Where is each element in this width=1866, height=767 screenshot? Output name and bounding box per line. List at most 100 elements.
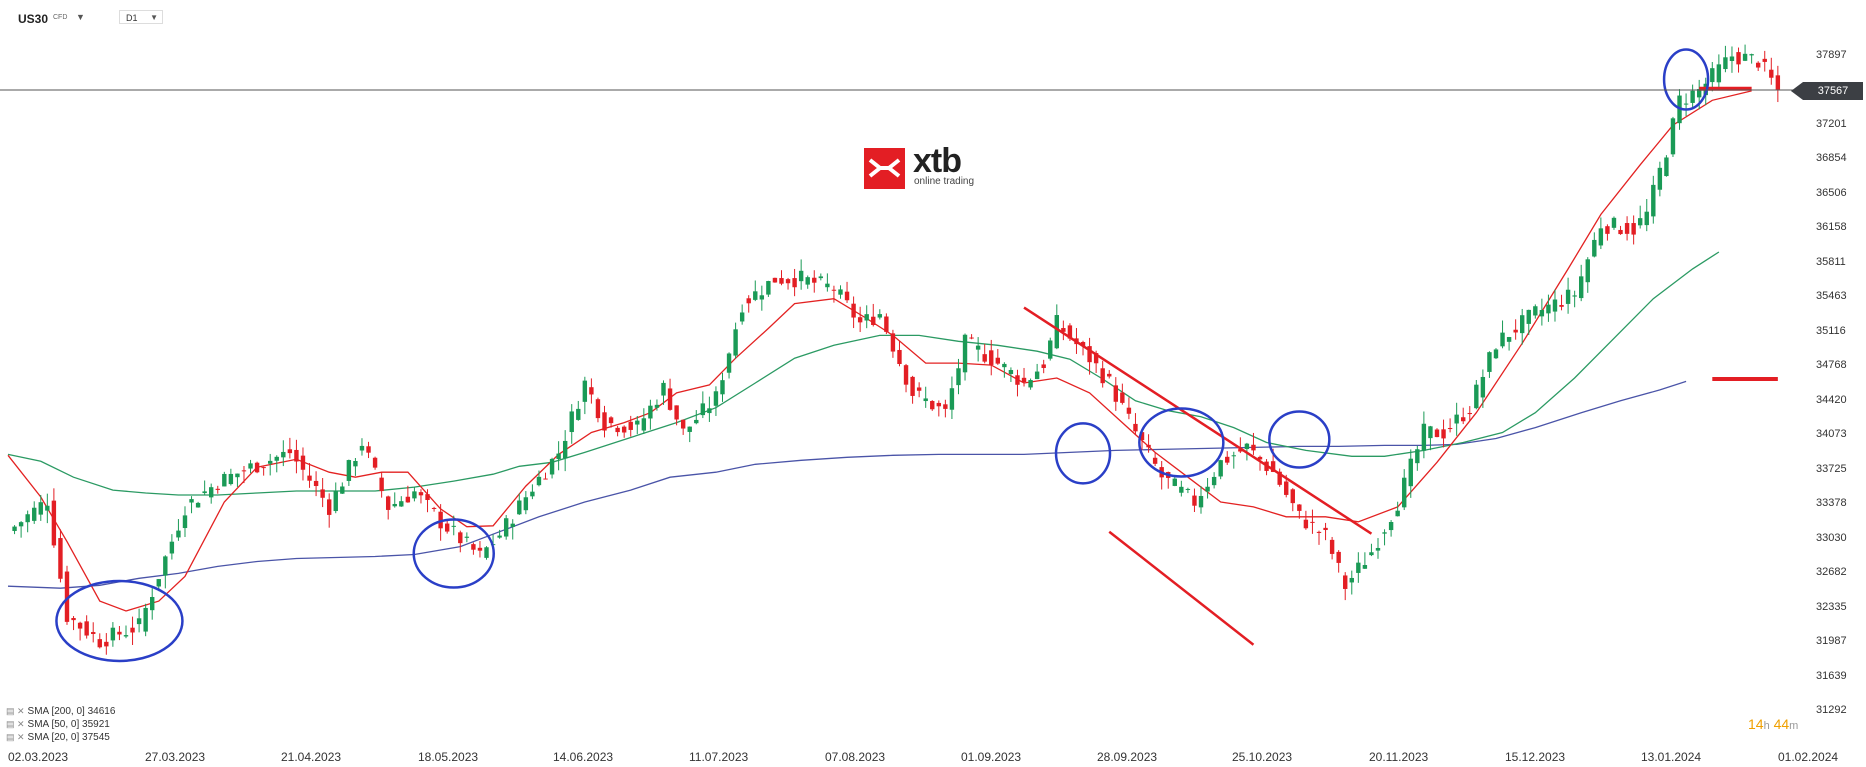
candle <box>1480 369 1486 408</box>
candle <box>700 391 706 419</box>
candle <box>1775 65 1781 103</box>
candle <box>268 453 273 476</box>
timer-hours: 14 <box>1748 716 1764 732</box>
candle <box>1238 437 1243 454</box>
candle <box>720 372 725 402</box>
symbol-label[interactable]: US30 <box>18 12 49 26</box>
candle <box>707 396 712 422</box>
candle <box>903 363 909 393</box>
candle <box>32 501 37 524</box>
legend-sma-20[interactable]: ▤ ✕ SMA [20, 0] 37545 <box>6 732 110 743</box>
candle <box>523 491 529 515</box>
candles <box>12 44 1781 655</box>
candle <box>1002 362 1007 378</box>
candle <box>1565 277 1571 314</box>
x-tick-label: 11.07.2023 <box>689 750 749 764</box>
candle <box>1624 216 1630 241</box>
candle <box>812 270 817 293</box>
candle <box>1716 54 1722 88</box>
chart-drawings <box>55 48 1778 663</box>
candle <box>956 358 961 395</box>
candle <box>1546 294 1551 322</box>
candle <box>674 405 679 426</box>
y-tick-label: 33378 <box>1816 497 1847 509</box>
trendline-lower <box>1108 530 1255 646</box>
candle <box>1329 536 1335 560</box>
indicator-settings-icon[interactable]: ▤ ✕ <box>6 732 25 742</box>
candle <box>477 541 483 558</box>
candle <box>1415 445 1420 471</box>
candle <box>1113 377 1118 411</box>
candle <box>1644 198 1649 232</box>
candle <box>287 437 293 459</box>
last-price-tag: 37567 <box>1803 82 1863 100</box>
candle <box>1008 367 1014 382</box>
candle <box>143 603 148 637</box>
sma-50-line <box>7 251 1720 496</box>
candle <box>589 378 594 404</box>
candle <box>209 483 214 504</box>
annotation-circle <box>412 518 495 589</box>
candle <box>831 285 837 303</box>
candle <box>897 341 902 367</box>
x-tick-label: 27.03.2023 <box>145 750 206 764</box>
candle <box>1100 360 1105 388</box>
candle <box>1316 530 1322 545</box>
candle <box>1690 84 1695 108</box>
candle <box>353 457 358 476</box>
y-tick-label: 35463 <box>1816 290 1847 302</box>
candle <box>785 277 791 290</box>
timeframe-select[interactable]: D1 ▼ <box>119 10 163 24</box>
x-tick-label: 14.06.2023 <box>553 750 614 764</box>
candle <box>18 521 24 538</box>
candle <box>1572 290 1577 308</box>
candle <box>431 506 437 512</box>
trendline-upper <box>1023 306 1373 535</box>
candle <box>1670 116 1676 157</box>
candle <box>864 305 869 329</box>
indicator-settings-icon[interactable]: ▤ ✕ <box>6 719 25 729</box>
candle <box>746 295 751 313</box>
candle <box>1664 155 1669 177</box>
candle <box>471 542 476 555</box>
y-tick-label: 35116 <box>1816 325 1846 337</box>
chart-header: US30 CFD ▼ D1 ▼ <box>0 0 300 32</box>
candle <box>982 343 987 364</box>
legend-sma-200[interactable]: ▤ ✕ SMA [200, 0] 34616 <box>6 706 115 717</box>
candle <box>1579 264 1584 302</box>
indicator-settings-icon[interactable]: ▤ ✕ <box>6 706 25 716</box>
candle <box>930 400 935 411</box>
candle <box>1605 224 1610 241</box>
candle <box>123 625 129 639</box>
candle <box>1710 61 1715 92</box>
candle <box>510 519 515 540</box>
candle <box>936 400 942 417</box>
candle <box>1520 308 1525 345</box>
candle <box>222 471 227 487</box>
logo-subtitle: online trading <box>914 176 975 187</box>
candle <box>274 455 279 473</box>
x-tick-label: 28.09.2023 <box>1097 750 1158 764</box>
candle <box>104 633 109 655</box>
candle <box>1592 232 1597 258</box>
candle <box>569 404 574 444</box>
candle <box>871 303 876 327</box>
candle <box>1769 57 1774 85</box>
candle <box>464 532 470 543</box>
candle <box>1408 449 1413 498</box>
candle <box>1139 430 1145 451</box>
candle <box>1454 402 1459 436</box>
chevron-down-icon[interactable]: ▼ <box>76 12 85 22</box>
candle <box>1683 93 1689 117</box>
candle <box>1637 205 1643 229</box>
candle <box>313 471 319 497</box>
candle <box>340 482 345 494</box>
candle <box>910 375 915 404</box>
candle <box>1762 50 1767 72</box>
candle <box>195 501 201 508</box>
legend-sma-50[interactable]: ▤ ✕ SMA [50, 0] 35921 <box>6 719 110 730</box>
candle <box>385 495 391 520</box>
xtb-logo-mark <box>864 148 905 189</box>
candle <box>359 438 365 456</box>
